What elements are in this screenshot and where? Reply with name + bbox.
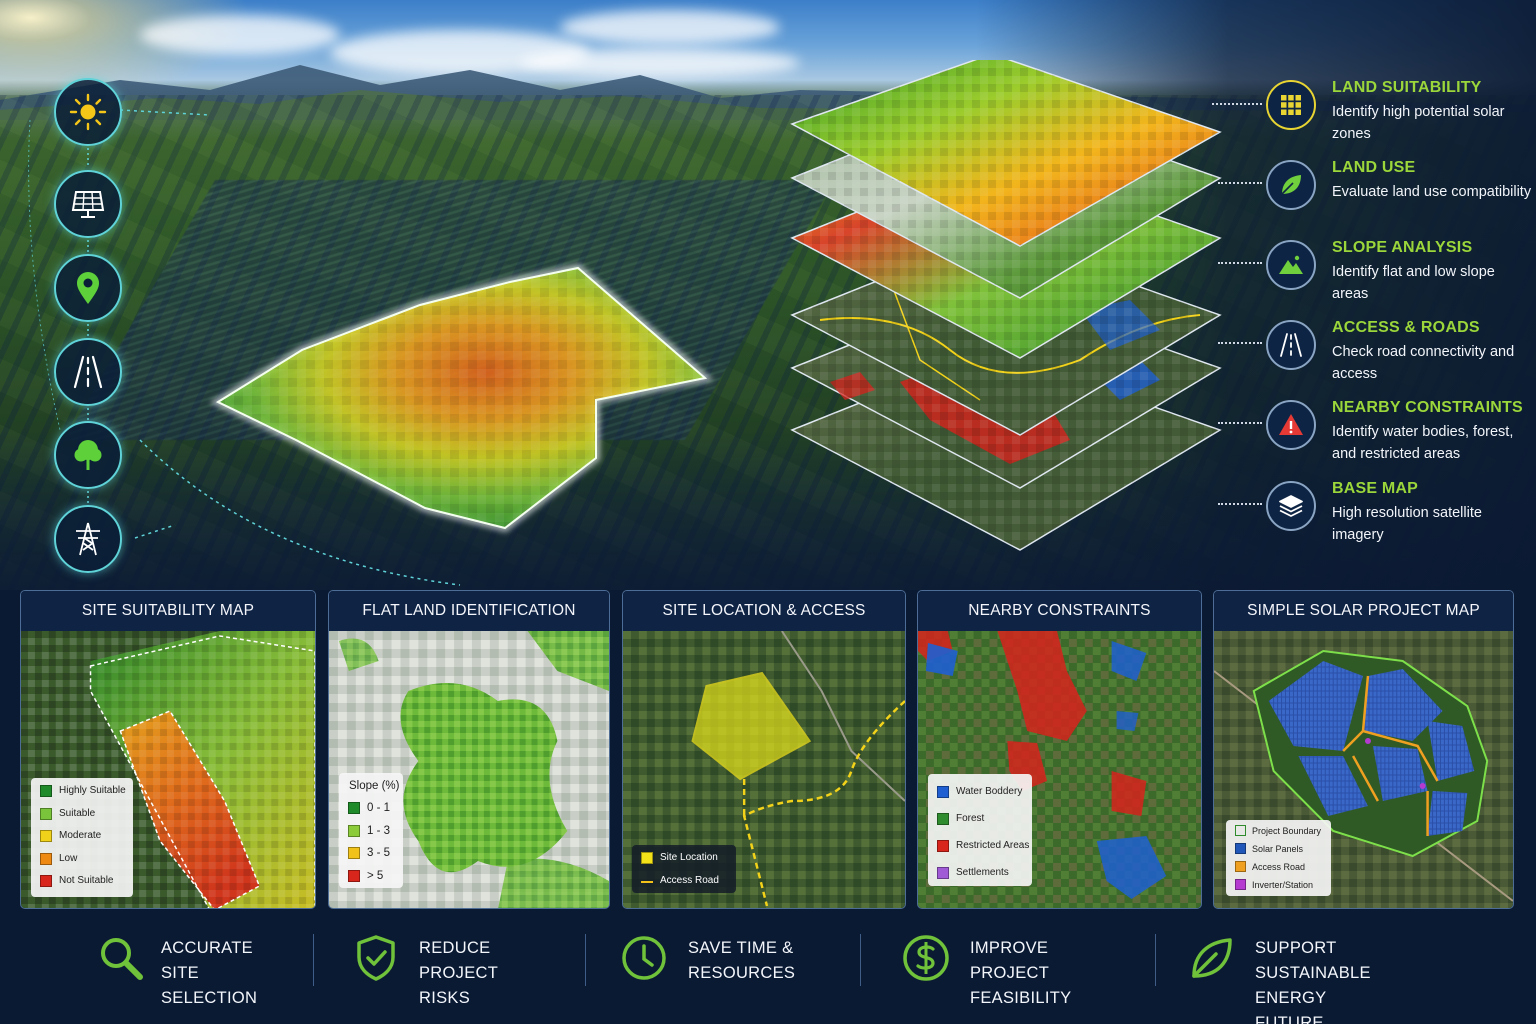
road-icon xyxy=(1266,320,1316,370)
legend-item: Project Boundary xyxy=(1226,822,1331,840)
panel-flat-land: FLAT LAND IDENTIFICATION Slope (%) 0 - 1… xyxy=(328,590,610,909)
layers-icon xyxy=(1266,481,1316,531)
layer-item-land-suitability: LAND SUITABILITY Identify high potential… xyxy=(1266,79,1531,158)
panel-title: FLAT LAND IDENTIFICATION xyxy=(329,591,609,631)
legend-item: Moderate xyxy=(31,825,133,848)
layer-description: Identify flat and low slope areas xyxy=(1332,264,1495,302)
legend-item: Settlements xyxy=(928,859,1032,886)
legend-item: 1 - 3 xyxy=(339,820,403,843)
benefit-label: REDUCE PROJECT RISKS xyxy=(419,939,499,1007)
legend-item: 0 - 1 xyxy=(339,797,403,820)
location-pin-icon xyxy=(54,254,122,322)
legend-suitability: Highly Suitable Suitable Moderate Low No… xyxy=(31,778,133,897)
power-tower-icon xyxy=(54,505,122,573)
layer-description: High resolution satellite imagery xyxy=(1332,505,1482,543)
layer-title: LAND USE xyxy=(1332,159,1416,176)
legend-item: > 5 xyxy=(339,865,403,888)
panel-title: SIMPLE SOLAR PROJECT MAP xyxy=(1214,591,1513,631)
panel-title: NEARBY CONSTRAINTS xyxy=(918,591,1201,631)
layer-title: NEARBY CONSTRAINTS xyxy=(1332,399,1523,416)
panel-title: SITE LOCATION & ACCESS xyxy=(623,591,905,631)
leaf-icon xyxy=(1266,160,1316,210)
legend-constraints: Water Boddery Forest Restricted Areas Se… xyxy=(928,774,1032,886)
layer-item-access-roads: ACCESS & ROADS Check road connectivity a… xyxy=(1266,319,1531,398)
road-icon xyxy=(54,338,122,406)
layer-item-land-use: LAND USE Evaluate land use compatibility xyxy=(1266,159,1532,238)
legend-item: Solar Panels xyxy=(1226,840,1331,858)
benefit-label: IMPROVE PROJECT FEASIBILITY xyxy=(970,939,1072,1007)
legend-item: Forest xyxy=(928,805,1032,832)
layer-description: Evaluate land use compatibility xyxy=(1332,184,1532,200)
layer-title: BASE MAP xyxy=(1332,480,1419,497)
mountain-icon xyxy=(1266,240,1316,290)
legend-item: Highly Suitable xyxy=(31,780,133,803)
legend-slope: Slope (%) 0 - 1 1 - 3 3 - 5 > 5 xyxy=(339,773,403,888)
layer-item-base-map: BASE MAP High resolution satellite image… xyxy=(1266,480,1531,559)
benefit-label: SUPPORT SUSTAINABLE ENERGY FUTURE xyxy=(1255,939,1371,1024)
tree-icon xyxy=(54,421,122,489)
benefit-label: ACCURATE SITE SELECTION xyxy=(161,939,258,1007)
magnifier-icon xyxy=(95,932,147,984)
panel-site-location: SITE LOCATION & ACCESS Site Location Acc… xyxy=(622,590,906,909)
legend-site-location: Site Location Access Road xyxy=(632,845,736,893)
legend-item: 3 - 5 xyxy=(339,842,403,865)
leaf-icon xyxy=(1186,932,1238,984)
legend-item: Inverter/Station xyxy=(1226,876,1331,894)
benefit-label: SAVE TIME & RESOURCES xyxy=(688,939,796,982)
legend-item: Access Road xyxy=(1226,858,1331,876)
legend-item: Site Location xyxy=(632,847,736,870)
solar-panel-icon xyxy=(54,170,122,238)
grid-icon xyxy=(1266,80,1316,130)
layer-title: ACCESS & ROADS xyxy=(1332,319,1480,336)
panel-site-suitability: SITE SUITABILITY MAP Highly Suitable Sui… xyxy=(20,590,316,909)
legend-solar-project: Project Boundary Solar Panels Access Roa… xyxy=(1226,820,1331,896)
legend-item: Not Suitable xyxy=(31,870,133,893)
sun-icon xyxy=(54,78,122,146)
layer-description: Identify high potential solar zones xyxy=(1332,104,1505,142)
shield-check-icon xyxy=(350,932,402,984)
clock-icon xyxy=(618,932,670,984)
legend-item: Suitable xyxy=(31,803,133,826)
legend-title: Slope (%) xyxy=(349,780,400,792)
panel-nearby-constraints: NEARBY CONSTRAINTS Water Boddery Forest … xyxy=(917,590,1202,909)
warning-icon xyxy=(1266,400,1316,450)
panel-solar-project: SIMPLE SOLAR PROJECT MAP Pro xyxy=(1213,590,1514,909)
layer-title: SLOPE ANALYSIS xyxy=(1332,239,1473,256)
panel-title: SITE SUITABILITY MAP xyxy=(21,591,315,631)
legend-item: Low xyxy=(31,848,133,871)
legend-item: Water Boddery xyxy=(928,778,1032,805)
layer-item-slope-analysis: SLOPE ANALYSIS Identify flat and low slo… xyxy=(1266,239,1531,318)
layer-description: Check road connectivity and access xyxy=(1332,344,1515,382)
layer-title: LAND SUITABILITY xyxy=(1332,79,1482,96)
layer-description: Identify water bodies, forest, and restr… xyxy=(1332,424,1514,462)
legend-item: Access Road xyxy=(632,870,736,893)
dollar-icon xyxy=(900,932,952,984)
layer-item-nearby-constraints: NEARBY CONSTRAINTS Identify water bodies… xyxy=(1266,399,1531,478)
legend-item: Restricted Areas xyxy=(928,832,1032,859)
gis-layer-stack xyxy=(790,60,1222,551)
site-location-map xyxy=(623,631,905,908)
